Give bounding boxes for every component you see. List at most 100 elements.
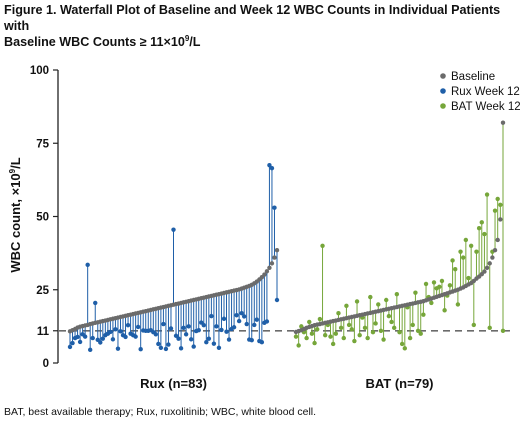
week12-point	[100, 336, 106, 341]
week12-point	[410, 322, 415, 328]
week12-point	[163, 346, 169, 352]
week12-point	[75, 334, 80, 340]
week12-point	[397, 330, 402, 335]
y-tick-label: 25	[36, 285, 49, 297]
week12-point	[166, 342, 171, 347]
week12-point	[320, 243, 325, 248]
week12-point	[259, 339, 265, 345]
legend-marker	[440, 88, 446, 94]
y-tick-label: 100	[30, 65, 49, 77]
week12-point	[90, 335, 95, 341]
week12-point	[98, 340, 103, 345]
week12-point	[352, 338, 357, 344]
week12-point	[293, 334, 299, 339]
week12-point	[317, 316, 323, 322]
week12-point	[296, 343, 301, 348]
y-tick-label: 50	[36, 212, 49, 224]
week12-point	[206, 336, 212, 341]
figure-title-line2-suffix: /L	[189, 35, 201, 49]
week12-point	[173, 333, 179, 338]
week12-point	[133, 334, 138, 339]
figure-title: Figure 1. Waterfall Plot of Baseline and…	[4, 2, 516, 50]
baseline-point	[264, 269, 270, 274]
legend-marker	[440, 73, 446, 79]
week12-point	[328, 334, 333, 339]
baseline-point	[487, 261, 492, 266]
week12-point	[309, 331, 315, 336]
week12-point	[474, 249, 479, 254]
week12-point	[495, 196, 500, 202]
week12-point	[368, 294, 373, 300]
baseline-point	[484, 265, 490, 270]
week12-point	[460, 255, 466, 260]
week12-point	[82, 334, 88, 339]
week12-point	[168, 326, 174, 331]
week12-point	[322, 332, 328, 338]
week12-point	[455, 302, 461, 307]
week12-point	[336, 310, 341, 316]
week12-point	[85, 262, 90, 268]
week12-point	[178, 346, 184, 351]
week12-point	[113, 327, 118, 332]
week12-point	[183, 332, 189, 337]
week12-point	[399, 341, 405, 347]
week12-point	[211, 341, 217, 346]
week12-point	[110, 337, 116, 342]
week12-point	[333, 331, 339, 336]
legend: Baseline Rux Week 12 BAT Week 12	[440, 71, 520, 113]
waterfall-chart: WBC count, ×109/L 0 11 25 50 75 100 Rux (n=83…	[8, 65, 520, 391]
y-tick-label: 11	[37, 326, 50, 338]
figure-title-line1: Figure 1. Waterfall Plot of Baseline and…	[4, 3, 501, 33]
baseline-point	[490, 255, 495, 260]
week12-point	[267, 163, 272, 168]
baseline-point	[498, 217, 503, 222]
week12-point	[307, 319, 312, 325]
week12-point	[357, 332, 362, 338]
week12-point	[234, 313, 239, 318]
footnote: BAT, best available therapy; Rux, ruxoli…	[4, 406, 317, 418]
baseline-point	[274, 247, 280, 253]
week12-point	[181, 325, 186, 331]
week12-point	[214, 324, 219, 329]
y-axis-label: WBC count, ×109/L	[8, 157, 23, 272]
week12-point	[453, 267, 458, 272]
legend-label: Baseline	[451, 71, 495, 83]
week12-point	[447, 283, 453, 288]
week12-point	[224, 329, 229, 334]
week12-point	[362, 325, 368, 331]
week12-point	[252, 322, 257, 328]
y-axis-label-suffix: /L	[8, 157, 23, 169]
week12-point	[244, 321, 249, 327]
week12-point	[463, 237, 469, 243]
week12-point	[304, 335, 309, 341]
week12-point	[264, 319, 270, 324]
week12-point	[421, 312, 426, 317]
week12-point	[476, 226, 482, 231]
week12-point	[365, 335, 370, 341]
week12-point	[431, 280, 437, 285]
week12-point	[176, 336, 181, 341]
baseline-point	[495, 237, 500, 243]
week12-point	[479, 220, 484, 225]
week12-point	[158, 345, 164, 350]
week12-point	[394, 291, 400, 297]
group-labels: Rux (n=83) BAT (n=79)	[140, 376, 433, 391]
week12-point	[118, 329, 123, 334]
week12-point	[413, 290, 418, 295]
week12-point	[312, 340, 317, 346]
week12-point	[378, 328, 384, 333]
baseline-point	[262, 272, 267, 277]
legend-marker	[440, 103, 446, 109]
week12-point	[87, 347, 93, 353]
week12-point	[219, 327, 224, 333]
legend-label: Rux Week 12	[451, 86, 520, 98]
week12-point	[492, 208, 498, 213]
week12-point	[115, 346, 121, 351]
stems	[69, 122, 504, 350]
legend-label: BAT Week 12	[451, 101, 520, 113]
axes: 0 11 25 50 75 100	[30, 65, 59, 370]
baseline-point	[500, 120, 506, 125]
week12-point	[370, 330, 376, 335]
week12-point	[254, 317, 260, 322]
week12-point	[93, 300, 98, 306]
